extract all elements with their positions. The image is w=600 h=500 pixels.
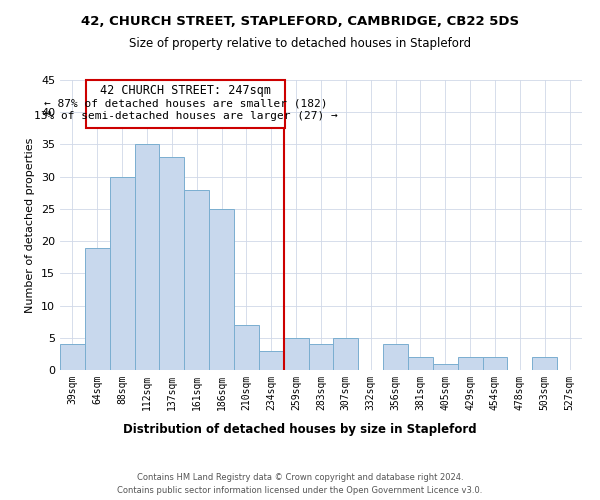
Bar [308,344,334,370]
Bar [160,158,184,370]
Text: 13% of semi-detached houses are larger (27) →: 13% of semi-detached houses are larger (… [34,111,337,121]
Bar [234,325,259,370]
Bar [532,357,557,370]
Text: Contains public sector information licensed under the Open Government Licence v3: Contains public sector information licen… [118,486,482,495]
Bar [433,364,458,370]
Bar [482,357,508,370]
Text: ← 87% of detached houses are smaller (182): ← 87% of detached houses are smaller (18… [44,98,327,108]
Bar [60,344,85,370]
Text: Distribution of detached houses by size in Stapleford: Distribution of detached houses by size … [123,422,477,436]
Bar [259,350,284,370]
Bar [284,338,308,370]
Text: Contains HM Land Registry data © Crown copyright and database right 2024.: Contains HM Land Registry data © Crown c… [137,472,463,482]
Text: 42 CHURCH STREET: 247sqm: 42 CHURCH STREET: 247sqm [100,84,271,97]
Y-axis label: Number of detached properties: Number of detached properties [25,138,35,312]
Bar [110,176,134,370]
Bar [184,190,209,370]
Bar [85,248,110,370]
Text: Size of property relative to detached houses in Stapleford: Size of property relative to detached ho… [129,38,471,51]
Bar [334,338,358,370]
FancyBboxPatch shape [86,80,285,128]
Bar [458,357,482,370]
Bar [209,209,234,370]
Bar [383,344,408,370]
Bar [408,357,433,370]
Text: 42, CHURCH STREET, STAPLEFORD, CAMBRIDGE, CB22 5DS: 42, CHURCH STREET, STAPLEFORD, CAMBRIDGE… [81,15,519,28]
Bar [134,144,160,370]
